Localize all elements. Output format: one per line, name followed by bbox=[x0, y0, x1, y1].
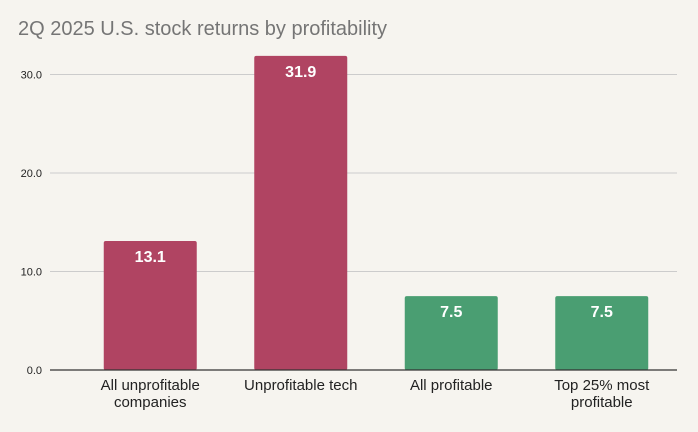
data-label: 7.5 bbox=[440, 304, 462, 321]
chart-title: 2Q 2025 U.S. stock returns by profitabil… bbox=[18, 18, 388, 40]
bar bbox=[254, 55, 348, 370]
bar bbox=[103, 240, 197, 370]
y-tick-label: 0.0 bbox=[27, 365, 42, 377]
bar bbox=[404, 296, 498, 370]
x-category-label: All unprofitable bbox=[101, 377, 200, 394]
bar bbox=[555, 296, 649, 370]
x-category-label: profitable bbox=[571, 394, 633, 411]
data-label: 13.1 bbox=[135, 249, 166, 266]
y-tick-label: 20.0 bbox=[21, 168, 42, 180]
x-category-label: All profitable bbox=[410, 377, 493, 394]
x-category-label: Top 25% most bbox=[554, 377, 650, 394]
data-label: 31.9 bbox=[285, 64, 316, 81]
x-category-label: companies bbox=[114, 394, 187, 411]
x-category-label: Unprofitable tech bbox=[244, 377, 357, 394]
y-tick-label: 30.0 bbox=[21, 70, 42, 82]
data-label: 7.5 bbox=[591, 304, 613, 321]
y-tick-label: 10.0 bbox=[21, 267, 42, 279]
